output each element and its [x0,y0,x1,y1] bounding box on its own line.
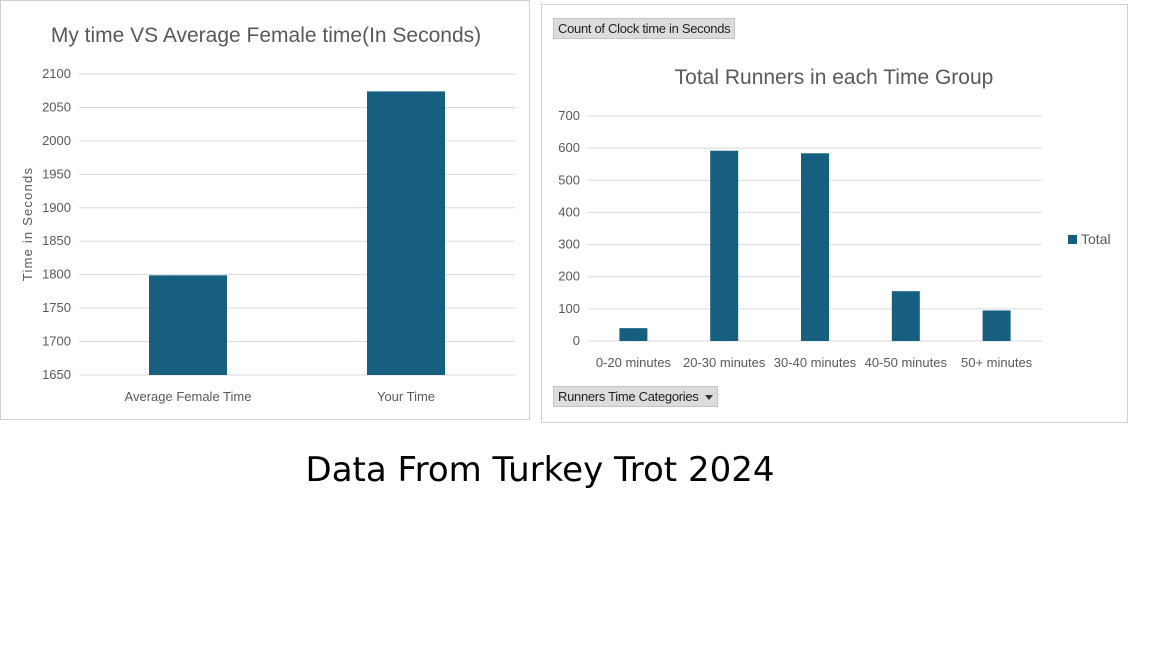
y-tick-label: 2000 [42,133,71,148]
y-tick-label: 400 [558,204,580,219]
bar-left-1 [367,91,445,375]
y-tick-label: 1750 [42,300,71,315]
pivot-value-field-label: Count of Clock time in Seconds [558,21,731,36]
page-caption: Data From Turkey Trot 2024 [305,450,775,490]
legend-swatch-total [1068,235,1077,244]
pivot-filter-field-label: Runners Time Categories [558,389,699,404]
x-tick-label: 50+ minutes [961,355,1033,370]
y-tick-label: 500 [558,172,580,187]
legend-label-total: Total [1081,231,1111,247]
y-tick-label: 300 [558,237,580,252]
bar-right-4 [982,310,1011,341]
y-tick-label: 1950 [42,166,71,181]
y-tick-label: 1700 [42,334,71,349]
x-tick-label: 30-40 minutes [774,355,857,370]
pivot-value-field-button[interactable]: Count of Clock time in Seconds [553,18,736,39]
x-tick-label: 0-20 minutes [596,355,672,370]
y-tick-label: 2100 [42,66,71,81]
dropdown-arrow-icon[interactable] [704,395,713,401]
chart-left-title: My time VS Average Female time(In Second… [51,24,481,47]
y-tick-label: 100 [558,301,580,316]
pivot-filter-field-button[interactable]: Runners Time Categories [553,386,718,407]
bar-right-2 [801,153,829,341]
bar-right-3 [891,291,920,341]
chart-left-y-axis-label: Time in Seconds [20,167,35,281]
y-tick-label: 1900 [42,200,71,215]
y-tick-label: 700 [558,108,580,123]
y-tick-label: 0 [573,333,580,348]
chart-left-svg: My time VS Average Female time(In Second… [20,24,515,404]
chart-right-svg: Total Runners in each Time Group 0 100 200… [558,66,1111,370]
chart-panel-right: Total Runners in each Time Group 0 100 200… [541,4,1128,423]
bar-left-0 [149,275,227,375]
x-tick-label: Your Time [377,389,435,404]
bar-right-0 [619,328,648,341]
y-tick-label: 1800 [42,267,71,282]
x-tick-label: 20-30 minutes [683,355,766,370]
chart-right-title: Total Runners in each Time Group [675,66,994,89]
x-tick-label: Average Female Time [125,389,252,404]
y-tick-label: 1650 [42,367,71,382]
y-tick-label: 1850 [42,233,71,248]
y-tick-label: 2050 [42,99,71,114]
y-tick-label: 600 [558,140,580,155]
bar-right-1 [710,150,739,341]
chart-panel-left: My time VS Average Female time(In Second… [0,0,530,420]
y-tick-label: 200 [558,269,580,284]
x-tick-label: 40-50 minutes [865,355,948,370]
